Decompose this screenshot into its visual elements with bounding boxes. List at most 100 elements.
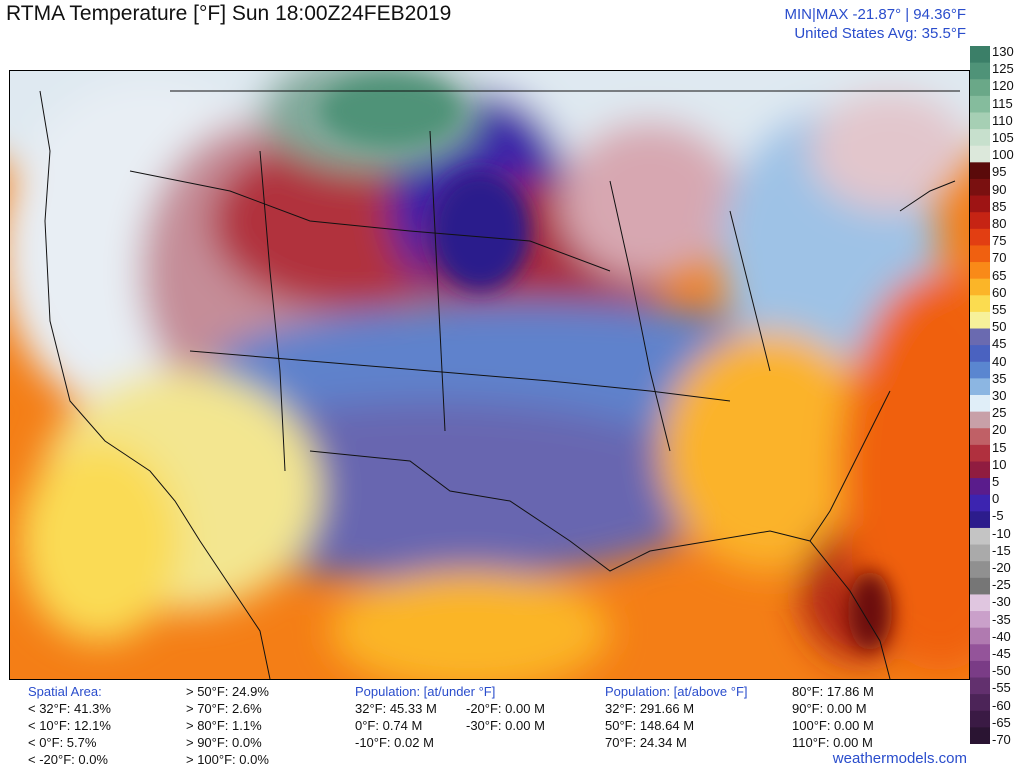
colorbar-segment bbox=[970, 212, 990, 230]
population-above-item: 80°F: 17.86 M bbox=[792, 684, 874, 699]
colorbar-segment bbox=[970, 79, 990, 97]
population-above-stats-left: Population: [at/above °F] 32°F: 291.66 M… bbox=[605, 683, 748, 751]
spatial-area-header: Spatial Area: bbox=[28, 684, 102, 699]
colorbar-tick-label: 35 bbox=[992, 370, 1007, 386]
population-under-item: 0°F: 0.74 M bbox=[355, 718, 423, 733]
spatial-area-item: > 70°F: 2.6% bbox=[186, 701, 262, 716]
colorbar-segment bbox=[970, 461, 990, 479]
colorbar-tick-label: 70 bbox=[992, 250, 1007, 266]
colorbar-tick-label: -50 bbox=[992, 663, 1011, 679]
colorbar-tick-label: 95 bbox=[992, 164, 1007, 180]
colorbar-tick-label: 30 bbox=[992, 388, 1007, 403]
colorbar-tick-label: 40 bbox=[992, 353, 1007, 369]
colorbar-segment bbox=[970, 494, 990, 512]
colorbar-segment bbox=[970, 262, 990, 280]
colorbar-tick-label: 20 bbox=[992, 422, 1007, 438]
colorbar-tick-label: 130 bbox=[992, 44, 1014, 59]
colorbar-segment bbox=[970, 644, 990, 662]
colorbar-segment bbox=[970, 694, 990, 712]
colorbar-segment bbox=[970, 378, 990, 396]
colorbar-segment bbox=[970, 478, 990, 496]
population-under-item: -10°F: 0.02 M bbox=[355, 735, 434, 750]
colorbar-tick-label: -10 bbox=[992, 525, 1011, 541]
colorbar-segment bbox=[970, 129, 990, 147]
spatial-area-stats-left: Spatial Area: < 32°F: 41.3% < 10°F: 12.1… bbox=[28, 683, 111, 768]
colorbar-tick-label: -30 bbox=[992, 594, 1011, 610]
colorbar-tick-label: 45 bbox=[992, 336, 1007, 352]
colorbar-tick-label: -20 bbox=[992, 560, 1011, 575]
colorbar-tick-label: 125 bbox=[992, 61, 1014, 77]
population-above-item: 90°F: 0.00 M bbox=[792, 701, 867, 716]
population-above-header: Population: [at/above °F] bbox=[605, 684, 748, 699]
colorbar-segment bbox=[970, 62, 990, 80]
min-max-summary: MIN|MAX -21.87° | 94.36°F United States … bbox=[784, 5, 966, 43]
colorbar-tick-label: 60 bbox=[992, 284, 1007, 300]
spatial-area-item: < 32°F: 41.3% bbox=[28, 701, 111, 716]
colorbar-tick-label: -60 bbox=[992, 697, 1011, 713]
colorbar-segment bbox=[970, 328, 990, 346]
spatial-area-item: > 90°F: 0.0% bbox=[186, 735, 262, 750]
population-under-item: -20°F: 0.00 M bbox=[466, 701, 545, 716]
colorbar-segment bbox=[970, 511, 990, 529]
spatial-area-item: < -20°F: 0.0% bbox=[28, 752, 108, 767]
colorbar-segment bbox=[970, 46, 990, 64]
footer-credit: weathermodels.com bbox=[832, 750, 967, 767]
colorbar-tick-label: -55 bbox=[992, 680, 1011, 696]
spatial-area-item: < 10°F: 12.1% bbox=[28, 718, 111, 733]
colorbar-segment bbox=[970, 710, 990, 728]
spatial-area-item: > 80°F: 1.1% bbox=[186, 718, 262, 733]
colorbar-tick-label: -15 bbox=[992, 542, 1011, 558]
colorbar-tick-label: 80 bbox=[992, 216, 1007, 231]
colorbar-segment bbox=[970, 178, 990, 197]
min-max-text: MIN|MAX -21.87° | 94.36°F bbox=[784, 6, 966, 23]
colorbar-segment bbox=[970, 278, 990, 296]
colorbar-segment bbox=[970, 112, 990, 130]
colorbar-tick-label: 65 bbox=[992, 267, 1007, 283]
colorbar-segment bbox=[970, 660, 990, 679]
colorbar-tick-label: 25 bbox=[992, 405, 1007, 421]
colorbar-segment bbox=[970, 345, 990, 363]
colorbar-tick-label: 5 bbox=[992, 474, 1000, 489]
spatial-area-item: > 100°F: 0.0% bbox=[186, 752, 269, 767]
colorbar-segment bbox=[970, 727, 990, 744]
colorbar-segment bbox=[970, 311, 990, 330]
colorbar-segment bbox=[970, 561, 990, 579]
colorbar-segment bbox=[970, 594, 990, 612]
colorbar-segment bbox=[970, 611, 990, 629]
population-under-header: Population: [at/under °F] bbox=[355, 684, 496, 699]
colorbar-tick-label: 15 bbox=[992, 439, 1007, 455]
spatial-area-item: > 50°F: 24.9% bbox=[186, 684, 269, 699]
temperature-map bbox=[9, 70, 970, 680]
colorbar-tick-label: 90 bbox=[992, 181, 1007, 197]
population-under-item: 32°F: 45.33 M bbox=[355, 701, 437, 716]
colorbar-segment bbox=[970, 162, 990, 180]
population-under-stats-right: -20°F: 0.00 M -30°F: 0.00 M bbox=[466, 700, 545, 734]
colorbar-segment bbox=[970, 428, 990, 446]
spatial-area-stats-right: > 50°F: 24.9% > 70°F: 2.6% > 80°F: 1.1% … bbox=[186, 683, 269, 768]
colorbar-tick-label: 0 bbox=[992, 491, 1000, 507]
population-above-stats-right: 80°F: 17.86 M 90°F: 0.00 M 100°F: 0.00 M… bbox=[792, 683, 874, 751]
colorbar-segment bbox=[970, 228, 990, 247]
colorbar-tick-label: 55 bbox=[992, 302, 1007, 317]
population-above-item: 32°F: 291.66 M bbox=[605, 701, 695, 716]
colorbar-labels: 130 125 120 115 110 105 100 95 90 85 80 75 70 65 60 55 5… bbox=[990, 44, 1024, 747]
colorbar-segment bbox=[970, 411, 990, 429]
colorbar-tick-label: 50 bbox=[992, 319, 1007, 335]
population-under-stats-left: Population: [at/under °F] 32°F: 45.33 M … bbox=[355, 683, 495, 751]
population-above-item: 70°F: 24.34 M bbox=[605, 735, 687, 750]
colorbar-tick-label: -70 bbox=[992, 732, 1011, 747]
map-title: RTMA Temperature [°F] Sun 18:00Z24FEB201… bbox=[6, 2, 452, 25]
colorbar-tick-label: -25 bbox=[992, 577, 1011, 593]
colorbar-segment bbox=[970, 627, 990, 645]
population-above-item: 50°F: 148.64 M bbox=[605, 718, 695, 733]
population-above-item: 110°F: 0.00 M bbox=[792, 735, 873, 750]
spatial-area-item: < 0°F: 5.7% bbox=[28, 735, 97, 750]
colorbar-tick-label: 100 bbox=[992, 147, 1014, 163]
colorbar-segment bbox=[970, 145, 990, 163]
colorbar-segment bbox=[970, 577, 990, 596]
colorbar bbox=[970, 46, 990, 744]
colorbar-tick-label: 75 bbox=[992, 233, 1007, 249]
colorbar-segment bbox=[970, 295, 990, 313]
colorbar-segment bbox=[970, 395, 990, 413]
temperature-map-graphic bbox=[10, 71, 969, 679]
